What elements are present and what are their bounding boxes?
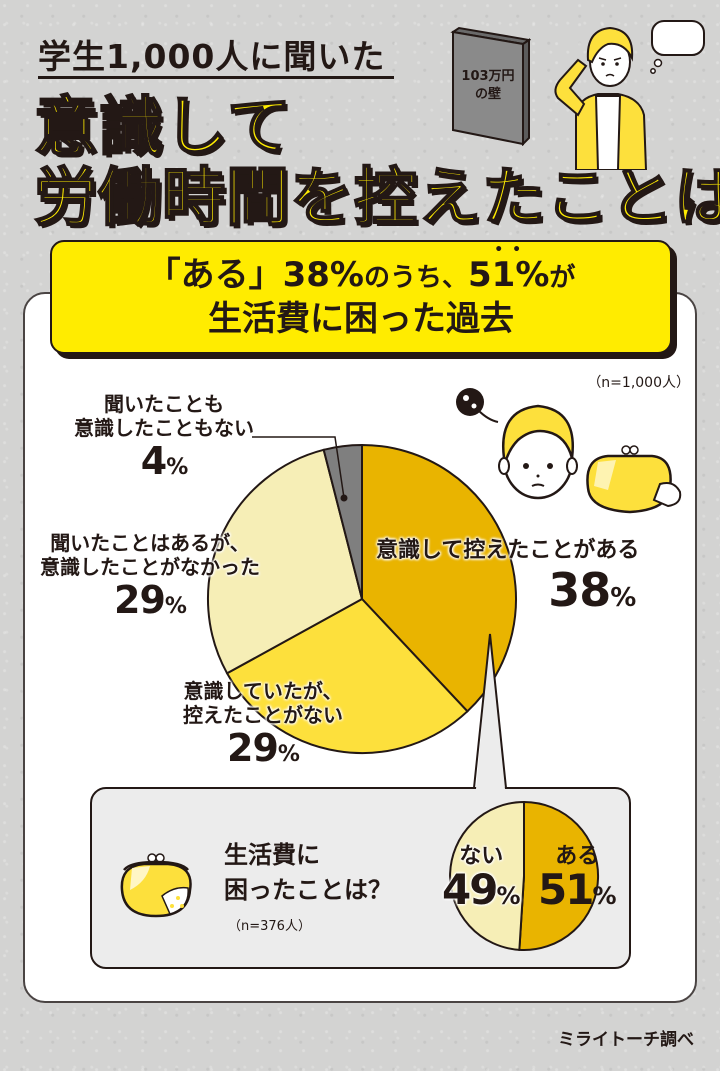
- banner-line-1: 「ある」38%のうち、51%が: [147, 253, 576, 297]
- subtitle-underline: [38, 76, 394, 79]
- sample-size-sub: （n=376人）: [228, 919, 311, 934]
- source-credit: ミライトーチ調べ: [558, 1030, 694, 1050]
- worried-face-purse-icon: [456, 388, 682, 514]
- coin-purse-icon: [586, 445, 682, 514]
- svg-text:103万円: 103万円: [461, 69, 514, 84]
- sub-pie-chart: [449, 800, 600, 951]
- slice-no: [449, 800, 525, 951]
- thought-bubble-icon: [650, 20, 705, 74]
- survey-subtitle: 学生1,000人に聞いた: [38, 37, 386, 76]
- sub-question: 生活費に 困ったことは？: [224, 841, 392, 904]
- slice-yes: [518, 800, 600, 951]
- label-heard: 聞いたことはあるが、 意識したことがなかった 29%: [40, 531, 260, 622]
- tangled-thought-icon: [456, 388, 499, 423]
- sample-size-total: （n=1,000人）: [587, 375, 690, 391]
- svg-text:の壁: の壁: [475, 86, 501, 102]
- worried-student-icon: [554, 26, 648, 170]
- banner-line-2: 生活費に困った過去: [208, 299, 514, 339]
- wall-103man-icon: 103万円 の壁: [450, 26, 531, 146]
- label-sub-no: ない 49%: [442, 844, 521, 915]
- label-none: 聞いたことも 意識したこともない 4%: [74, 392, 254, 483]
- coin-purse-icon: [120, 853, 192, 918]
- page-title-line-2: 労働時間を控えたことは？: [33, 161, 720, 234]
- label-sub-yes: ある 51%: [538, 844, 617, 915]
- headline-banner: 「ある」38%のうち、51%が 生活費に困った過去: [50, 240, 672, 354]
- page-title-line-1: 意識して: [33, 91, 293, 165]
- label-conscious: 意識して控えたことがある 38%: [376, 538, 640, 617]
- label-aware: 意識していたが、 控えたことがない 29%: [183, 679, 343, 770]
- slice-aware: [225, 597, 469, 754]
